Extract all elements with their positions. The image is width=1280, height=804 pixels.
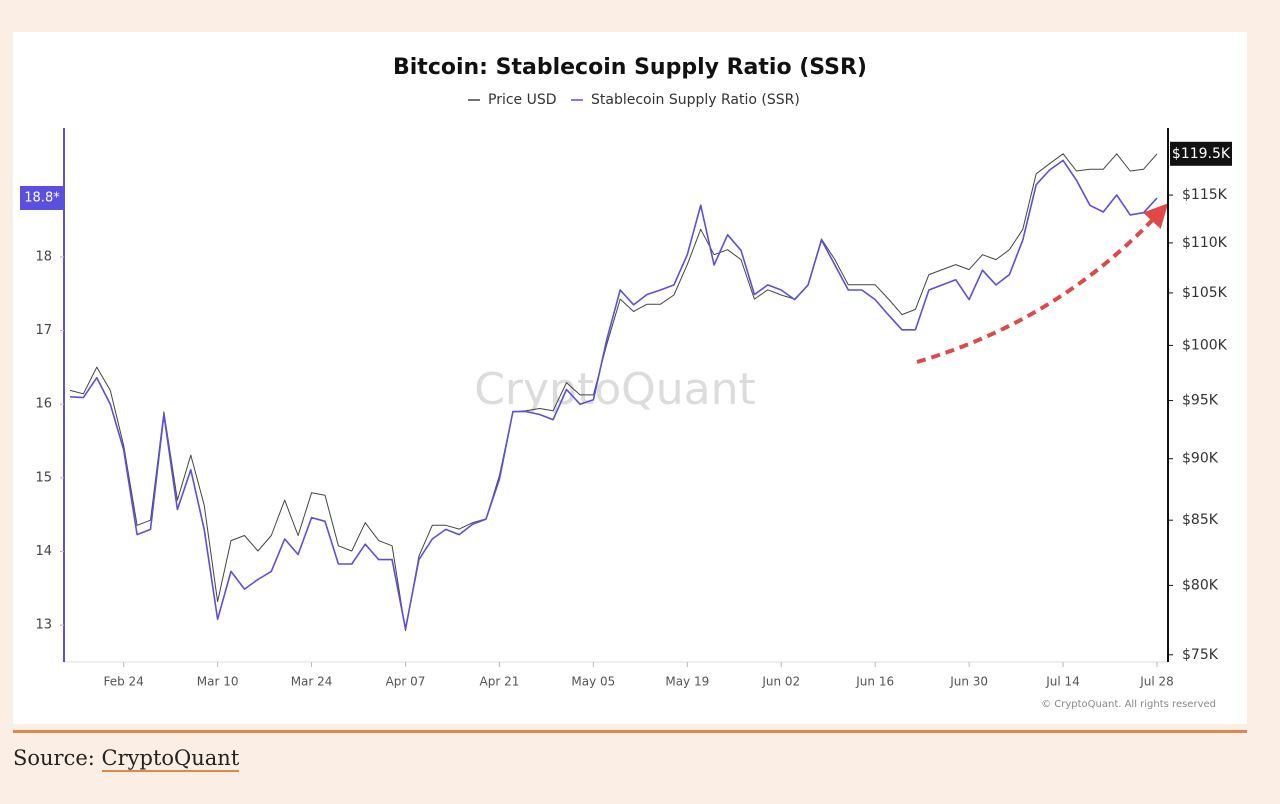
y2-tick-label: $100K — [1182, 337, 1228, 353]
x-tick-label: Jun 02 — [761, 675, 800, 689]
chart-title: Bitcoin: Stablecoin Supply Ratio (SSR) — [393, 55, 867, 80]
legend-label: Stablecoin Supply Ratio (SSR) — [591, 92, 800, 108]
y-tick-label: 13 — [35, 618, 52, 633]
x-tick-label: Apr 21 — [480, 675, 520, 689]
credit: © CryptoQuant. All rights reserved — [1041, 699, 1216, 710]
end-label: 18.8* — [24, 190, 60, 205]
watermark: CryptoQuant — [474, 364, 756, 415]
x-tick-label: Jul 14 — [1045, 675, 1080, 689]
y2-tick-label: $80K — [1182, 577, 1219, 593]
series-line — [69, 159, 1158, 630]
x-tick-label: Jul 28 — [1139, 675, 1174, 689]
end-label: $119.5K — [1172, 146, 1231, 162]
x-tick-label: Apr 07 — [386, 675, 426, 689]
end-label-box — [1170, 141, 1232, 166]
y2-tick-label: $95K — [1182, 393, 1219, 409]
y2-tick-label: $115K — [1182, 187, 1228, 203]
y2-tick-label: $110K — [1182, 235, 1228, 251]
x-tick-label: May 19 — [665, 675, 709, 689]
y2-tick-label: $85K — [1182, 512, 1219, 528]
y2-tick-label: $105K — [1182, 285, 1228, 301]
source: Source: CryptoQuant — [13, 746, 240, 772]
y2-tick-label: $90K — [1182, 451, 1219, 467]
y-tick-label: 18 — [35, 249, 52, 264]
y-tick-label: 16 — [35, 397, 52, 412]
divider — [13, 730, 1247, 733]
chart-card — [13, 32, 1247, 724]
source-label: Source: — [13, 746, 95, 770]
trend-arrow — [916, 203, 1169, 364]
x-tick-label: Jun 30 — [949, 675, 988, 689]
x-tick-label: Mar 24 — [291, 675, 333, 689]
y-tick-label: 14 — [35, 544, 52, 559]
legend-label: Price USD — [488, 92, 557, 108]
x-tick-label: May 05 — [571, 675, 615, 689]
source-link[interactable]: CryptoQuant — [101, 746, 240, 772]
y2-tick-label: $75K — [1182, 647, 1219, 663]
x-tick-label: Mar 10 — [197, 675, 239, 689]
y-tick-label: 17 — [35, 323, 52, 338]
x-tick-label: Jun 16 — [855, 675, 894, 689]
x-tick-label: Feb 24 — [104, 675, 144, 689]
end-label-box — [20, 185, 64, 210]
y-tick-label: 15 — [35, 470, 52, 485]
series-line — [69, 153, 1158, 632]
chart: Bitcoin: Stablecoin Supply Ratio (SSR) C… — [20, 55, 1232, 710]
